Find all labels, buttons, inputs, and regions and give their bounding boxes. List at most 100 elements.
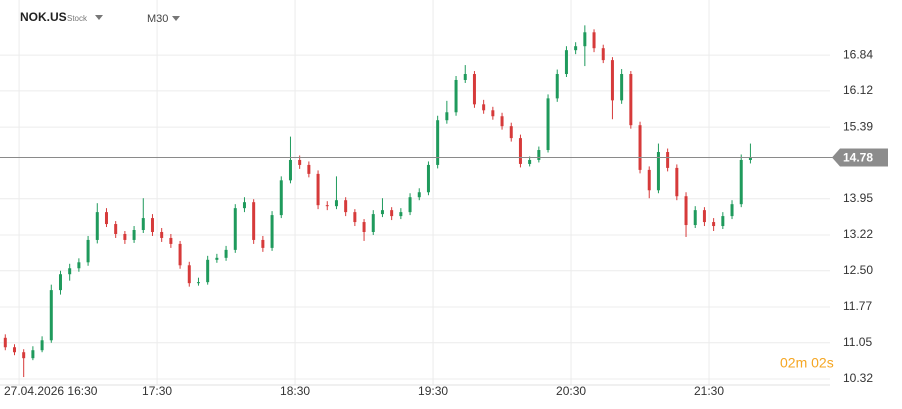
candle-body — [482, 104, 486, 111]
instrument-type: Stock — [67, 14, 88, 23]
candle-body — [150, 218, 154, 232]
candle-body — [242, 202, 246, 209]
candle-body — [160, 231, 164, 238]
x-tick-label: 27.04.2026 16:30 — [4, 384, 98, 398]
candle-body — [509, 126, 513, 139]
candle-body — [445, 112, 449, 121]
candle-body — [58, 274, 62, 291]
candle-body — [233, 208, 237, 250]
candle-body — [196, 282, 200, 284]
y-tick-label: 12.50 — [843, 263, 873, 277]
candle-body — [454, 79, 458, 113]
symbol-dropdown[interactable] — [95, 15, 103, 20]
candle-body — [270, 215, 274, 248]
countdown: 02m 02s — [780, 355, 834, 371]
candle-body — [371, 214, 375, 232]
candle-body — [537, 150, 541, 160]
y-tick-label: 13.95 — [843, 191, 873, 205]
y-tick-label: 10.32 — [843, 371, 873, 385]
candle-body — [307, 164, 311, 174]
candle-body — [261, 239, 265, 248]
candle-body — [215, 257, 219, 260]
y-tick-label: 16.12 — [843, 83, 873, 97]
candle-body — [647, 169, 651, 191]
grid — [0, 0, 830, 386]
candle-body — [104, 212, 108, 225]
candle-body — [362, 222, 366, 232]
candle-body — [141, 218, 145, 231]
y-tick-label: 15.39 — [843, 119, 873, 133]
candle-body — [40, 340, 44, 351]
candle-body — [546, 98, 550, 151]
candle-body — [491, 110, 495, 117]
candle-body — [123, 233, 127, 240]
candle-body — [187, 265, 191, 284]
candle-body — [620, 74, 624, 101]
candle-body — [656, 152, 660, 191]
candle-body — [325, 205, 329, 207]
candle-body — [252, 202, 256, 240]
candle-body — [555, 74, 559, 99]
last-price-badge — [832, 148, 888, 167]
last-price-label: 14.78 — [843, 151, 873, 165]
candle-body — [693, 210, 697, 226]
candle-body — [730, 204, 734, 217]
candle-body — [49, 290, 53, 341]
y-tick-label: 16.84 — [843, 47, 873, 61]
y-tick-label: 13.22 — [843, 227, 873, 241]
candle-body — [583, 32, 587, 47]
candle-body — [132, 230, 136, 240]
candle-body — [77, 262, 81, 269]
candle-body — [95, 212, 99, 240]
candle-body — [114, 224, 118, 234]
x-tick-label: 21:30 — [694, 384, 724, 398]
candle-body — [298, 159, 302, 165]
candle-body — [702, 210, 706, 223]
y-tick-label: 11.77 — [843, 299, 872, 313]
candle-body — [592, 32, 596, 49]
candle-body — [417, 192, 421, 198]
x-tick-label: 20:30 — [556, 384, 586, 398]
candle-body — [675, 167, 679, 197]
candle-body — [344, 200, 348, 213]
candle-body — [316, 173, 320, 206]
candle-body — [353, 212, 357, 223]
candle-body — [472, 74, 476, 105]
candle-body — [564, 50, 568, 75]
candle-body — [629, 74, 633, 126]
candle-body — [436, 120, 440, 165]
candle-body — [638, 125, 642, 170]
y-tick-label: 11.05 — [843, 335, 872, 349]
candle-body — [12, 347, 16, 353]
candle-body — [528, 159, 532, 164]
candle-body — [500, 116, 504, 127]
candle-body — [408, 197, 412, 213]
candle-body — [224, 249, 228, 258]
candle-body — [178, 243, 182, 266]
candle-body — [721, 216, 725, 227]
candle-body — [206, 259, 210, 283]
candle-body — [399, 212, 403, 217]
candle-body — [380, 210, 384, 215]
candle-body — [601, 48, 605, 61]
candle-body — [574, 46, 578, 51]
candle-body — [68, 268, 72, 275]
candle-body — [3, 337, 7, 348]
candles — [3, 25, 752, 378]
candle-body — [279, 180, 283, 216]
candle-body — [334, 200, 338, 207]
timeframe[interactable]: M30 — [147, 13, 168, 25]
candle-body — [666, 152, 670, 168]
candle-body — [748, 157, 752, 160]
candle-body — [463, 74, 467, 80]
x-tick-label: 18:30 — [280, 384, 310, 398]
symbol[interactable]: NOK.US — [20, 10, 67, 24]
timeframe-dropdown[interactable] — [172, 16, 180, 21]
candle-body — [288, 159, 292, 181]
candle-body — [169, 237, 173, 244]
candle-body — [31, 350, 35, 359]
candle-body — [610, 60, 614, 101]
candle-body — [684, 196, 688, 226]
x-tick-label: 19:30 — [418, 384, 448, 398]
candle-body — [518, 138, 522, 164]
